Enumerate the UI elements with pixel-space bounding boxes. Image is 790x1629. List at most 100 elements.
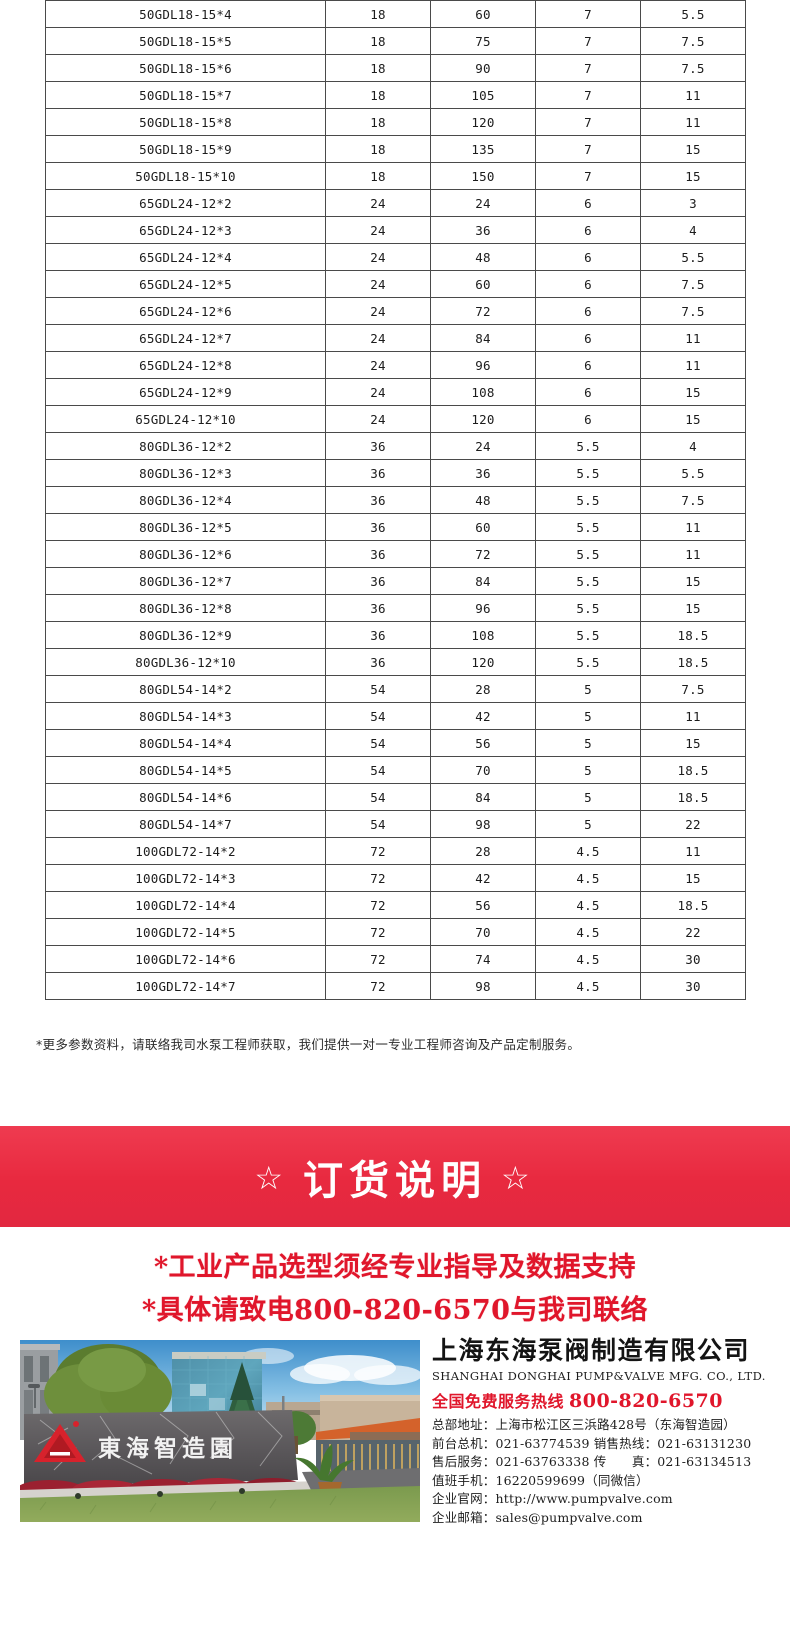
order-instructions-banner: ☆ 订货说明 ☆ [0, 1126, 790, 1227]
table-row: 80GDL36-12*6 36 72 5.5 11 [45, 540, 746, 568]
cell-power: 18.5 [640, 783, 746, 811]
cell-head: 24 [430, 432, 536, 460]
cell-head: 120 [430, 405, 536, 433]
cell-flow: 24 [325, 243, 431, 271]
cell-efficiency: 5.5 [535, 648, 641, 676]
table-row: 50GDL18-15*7 18 105 7 11 [45, 81, 746, 109]
contact-line: 售后服务：021-63763338 传 真：021-63134513 [432, 1454, 752, 1469]
cell-power: 11 [640, 702, 746, 730]
cell-model: 80GDL36-12*8 [45, 594, 326, 622]
table-row: 80GDL54-14*2 54 28 5 7.5 [45, 675, 746, 703]
factory-photo-illustration: 東海智造園 [20, 1340, 420, 1522]
cell-flow: 72 [325, 972, 431, 1000]
cell-flow: 54 [325, 675, 431, 703]
cell-model: 80GDL36-12*4 [45, 486, 326, 514]
cell-efficiency: 6 [535, 270, 641, 298]
cell-flow: 54 [325, 783, 431, 811]
cell-flow: 24 [325, 297, 431, 325]
table-row: 100GDL72-14*7 72 98 4.5 30 [45, 972, 746, 1000]
cell-model: 50GDL18-15*8 [45, 108, 326, 136]
table-row: 80GDL54-14*7 54 98 5 22 [45, 810, 746, 838]
cell-model: 65GDL24-12*8 [45, 351, 326, 379]
order-banner-title: 订货说明 [303, 1157, 487, 1204]
cell-flow: 24 [325, 378, 431, 406]
cell-model: 65GDL24-12*5 [45, 270, 326, 298]
cell-head: 108 [430, 378, 536, 406]
cell-power: 15 [640, 567, 746, 595]
table-row: 80GDL54-14*3 54 42 5 11 [45, 702, 746, 730]
cell-model: 80GDL54-14*7 [45, 810, 326, 838]
cell-model: 80GDL54-14*5 [45, 756, 326, 784]
cell-flow: 18 [325, 81, 431, 109]
cell-power: 7.5 [640, 54, 746, 82]
cell-efficiency: 6 [535, 243, 641, 271]
cell-efficiency: 4.5 [535, 945, 641, 973]
cell-efficiency: 5 [535, 675, 641, 703]
table-row: 80GDL36-12*7 36 84 5.5 15 [45, 567, 746, 595]
contact-line: 总部地址：上海市松江区三浜路428号（东海智造园） [432, 1417, 736, 1432]
cell-power: 5.5 [640, 243, 746, 271]
hotline-number: 800-820-6570 [569, 1390, 723, 1412]
table-row: 65GDL24-12*10 24 120 6 15 [45, 405, 746, 433]
cell-power: 7.5 [640, 675, 746, 703]
cell-model: 80GDL54-14*2 [45, 675, 326, 703]
order-notes: *工业产品选型须经专业指导及数据支持 *具体请致电800-820-6570与我司… [0, 1246, 790, 1332]
cell-power: 3 [640, 189, 746, 217]
cell-head: 72 [430, 297, 536, 325]
cell-power: 22 [640, 918, 746, 946]
cell-flow: 24 [325, 405, 431, 433]
cell-head: 105 [430, 81, 536, 109]
cell-flow: 36 [325, 567, 431, 595]
cell-model: 100GDL72-14*5 [45, 918, 326, 946]
table-row: 80GDL36-12*3 36 36 5.5 5.5 [45, 459, 746, 487]
cell-flow: 54 [325, 810, 431, 838]
cell-flow: 18 [325, 27, 431, 55]
star-icon-left: ☆ [254, 1158, 289, 1197]
table-row: 50GDL18-15*4 18 60 7 5.5 [45, 0, 746, 28]
cell-head: 98 [430, 972, 536, 1000]
cell-model: 100GDL72-14*3 [45, 864, 326, 892]
cell-power: 15 [640, 864, 746, 892]
cell-efficiency: 4.5 [535, 972, 641, 1000]
table-row: 50GDL18-15*8 18 120 7 11 [45, 108, 746, 136]
cell-power: 15 [640, 594, 746, 622]
table-row: 100GDL72-14*4 72 56 4.5 18.5 [45, 891, 746, 919]
cell-power: 4 [640, 216, 746, 244]
spec-table-container: 50GDL18-15*4 18 60 7 5.5 50GDL18-15*5 18 75 7 7.5… [45, 0, 746, 1000]
cell-efficiency: 5.5 [535, 459, 641, 487]
cell-efficiency: 5 [535, 702, 641, 730]
cell-efficiency: 6 [535, 297, 641, 325]
table-row: 65GDL24-12*8 24 96 6 11 [45, 351, 746, 379]
cell-flow: 24 [325, 270, 431, 298]
cell-model: 65GDL24-12*9 [45, 378, 326, 406]
table-row: 65GDL24-12*5 24 60 6 7.5 [45, 270, 746, 298]
cell-flow: 18 [325, 54, 431, 82]
cell-head: 36 [430, 216, 536, 244]
table-row: 65GDL24-12*4 24 48 6 5.5 [45, 243, 746, 271]
cell-head: 28 [430, 837, 536, 865]
cell-power: 11 [640, 324, 746, 352]
cell-head: 74 [430, 945, 536, 973]
table-row: 50GDL18-15*5 18 75 7 7.5 [45, 27, 746, 55]
cell-flow: 36 [325, 513, 431, 541]
cell-power: 7.5 [640, 270, 746, 298]
cell-efficiency: 7 [535, 135, 641, 163]
cell-power: 5.5 [640, 0, 746, 28]
cell-efficiency: 5.5 [535, 540, 641, 568]
cell-model: 80GDL36-12*10 [45, 648, 326, 676]
cell-efficiency: 4.5 [535, 837, 641, 865]
cell-flow: 36 [325, 486, 431, 514]
cell-efficiency: 5 [535, 810, 641, 838]
cell-head: 84 [430, 783, 536, 811]
table-row: 65GDL24-12*6 24 72 6 7.5 [45, 297, 746, 325]
cell-efficiency: 5.5 [535, 513, 641, 541]
cell-head: 60 [430, 513, 536, 541]
cell-model: 100GDL72-14*7 [45, 972, 326, 1000]
cell-power: 11 [640, 108, 746, 136]
contact-line: 企业邮箱：sales@pumpvalve.com [432, 1509, 643, 1525]
cell-model: 50GDL18-15*4 [45, 0, 326, 28]
table-row: 50GDL18-15*10 18 150 7 15 [45, 162, 746, 190]
cell-efficiency: 5 [535, 729, 641, 757]
cell-flow: 72 [325, 864, 431, 892]
cell-model: 50GDL18-15*9 [45, 135, 326, 163]
